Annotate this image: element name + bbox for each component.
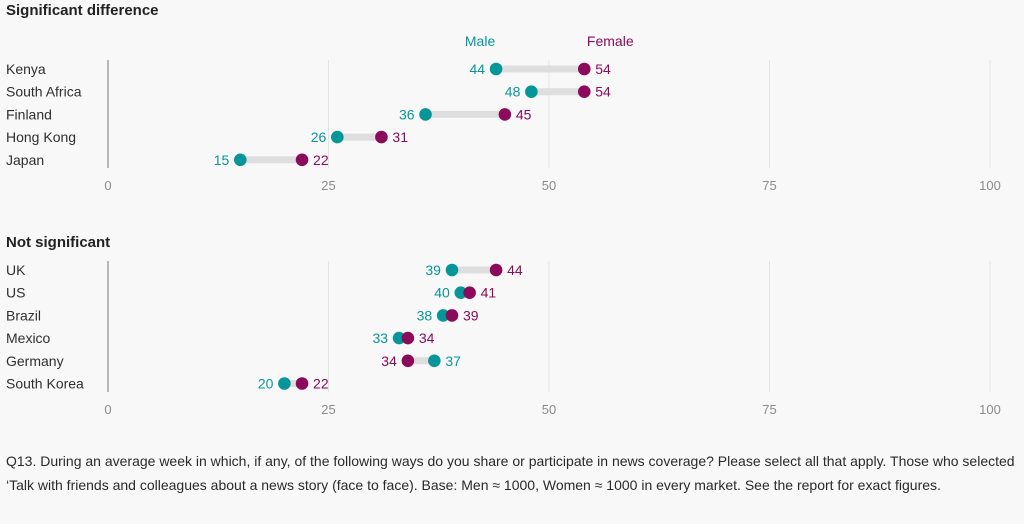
female-point bbox=[295, 377, 309, 390]
female-point bbox=[489, 263, 503, 277]
male-point bbox=[392, 331, 406, 345]
country-label: South Africa bbox=[6, 84, 82, 100]
female-value-label: 41 bbox=[481, 285, 497, 301]
female-value-label: 54 bbox=[595, 84, 611, 100]
x-tick-label: 25 bbox=[321, 402, 335, 417]
male-value-label: 20 bbox=[258, 376, 274, 392]
male-point bbox=[489, 62, 503, 76]
country-label: Germany bbox=[6, 353, 64, 369]
female-value-label: 34 bbox=[419, 330, 435, 346]
female-point bbox=[295, 153, 309, 167]
section-title-not-significant: Not significant bbox=[6, 234, 111, 251]
female-value-label: 45 bbox=[516, 106, 532, 122]
male-value-label: 40 bbox=[434, 285, 450, 301]
female-value-label: 34 bbox=[381, 353, 397, 369]
male-point bbox=[525, 85, 538, 98]
female-point bbox=[463, 286, 476, 300]
female-value-label: 39 bbox=[463, 307, 479, 323]
country-label: South Korea bbox=[6, 376, 84, 392]
x-tick-label: 75 bbox=[762, 402, 776, 417]
male-value-label: 15 bbox=[214, 152, 230, 168]
male-point bbox=[428, 354, 441, 368]
country-label: US bbox=[6, 285, 25, 301]
male-point bbox=[278, 377, 291, 390]
x-tick-label: 0 bbox=[104, 178, 111, 193]
country-label: Kenya bbox=[6, 61, 46, 77]
country-label: Japan bbox=[6, 152, 44, 168]
female-point bbox=[445, 309, 459, 322]
footnote: Q13. During an average week in which, if… bbox=[6, 453, 1015, 493]
section-title-significant: Significant difference bbox=[6, 2, 159, 19]
female-point bbox=[577, 62, 591, 76]
male-point bbox=[445, 263, 459, 277]
male-value-label: 39 bbox=[425, 262, 441, 278]
x-tick-label: 100 bbox=[979, 402, 1001, 417]
male-point bbox=[331, 130, 344, 144]
female-value-label: 22 bbox=[313, 152, 329, 168]
female-value-label: 22 bbox=[313, 376, 329, 392]
x-tick-label: 100 bbox=[979, 178, 1001, 193]
country-label: Hong Kong bbox=[6, 129, 76, 145]
country-label: Finland bbox=[6, 106, 52, 122]
male-value-label: 33 bbox=[372, 330, 388, 346]
female-value-label: 44 bbox=[507, 262, 523, 278]
female-point bbox=[401, 331, 415, 345]
female-point bbox=[577, 85, 591, 98]
country-label: Mexico bbox=[6, 330, 51, 346]
female-point bbox=[401, 354, 415, 368]
male-value-label: 38 bbox=[417, 307, 433, 323]
female-point bbox=[375, 130, 388, 144]
female-value-label: 54 bbox=[595, 61, 611, 77]
male-value-label: 48 bbox=[505, 84, 521, 100]
x-tick-label: 0 bbox=[104, 402, 111, 417]
female-point bbox=[498, 108, 512, 121]
dumbbell-chart: 0 25 50 75 100 Kenya 44 54 South Africa 48 54 Finla… bbox=[6, 33, 1001, 417]
legend-female: Female bbox=[587, 33, 634, 49]
female-value-label: 31 bbox=[392, 129, 408, 145]
x-tick-label: 75 bbox=[762, 178, 776, 193]
male-point bbox=[454, 286, 468, 300]
male-value-label: 36 bbox=[399, 106, 415, 122]
x-tick-label: 25 bbox=[321, 178, 335, 193]
male-point bbox=[234, 153, 247, 167]
male-value-label: 26 bbox=[311, 129, 327, 145]
male-point bbox=[419, 108, 432, 121]
x-tick-label: 50 bbox=[542, 402, 556, 417]
male-value-label: 44 bbox=[470, 61, 486, 77]
country-label: UK bbox=[6, 262, 26, 278]
legend-male: Male bbox=[465, 33, 496, 49]
male-value-label: 37 bbox=[445, 353, 461, 369]
country-label: Brazil bbox=[6, 307, 41, 323]
x-tick-label: 50 bbox=[542, 178, 556, 193]
male-point bbox=[436, 309, 450, 322]
